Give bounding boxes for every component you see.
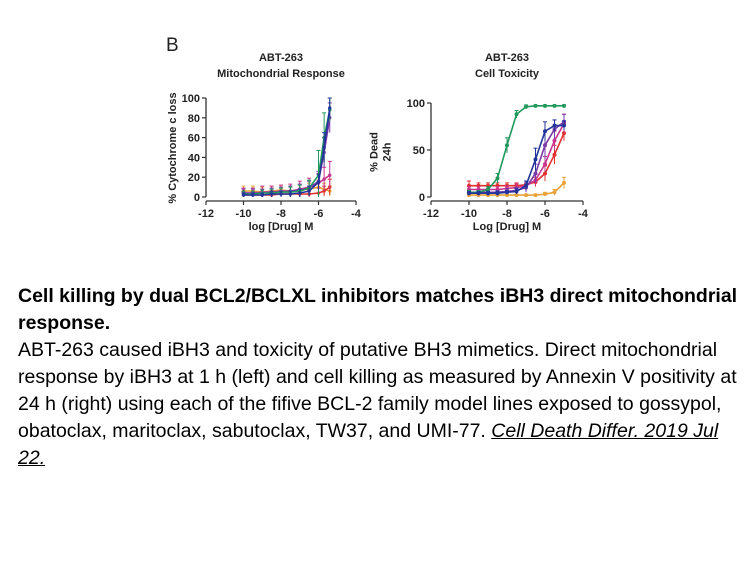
data-point [552,152,557,157]
data-point [495,176,500,181]
y-axis-label: % Dead [369,132,381,172]
data-point [241,193,246,197]
x-tick-label: -6 [314,208,324,220]
data-point [505,143,509,148]
data-point [533,171,538,176]
data-point [543,103,547,108]
y-tick-label: 0 [194,192,200,204]
figure-charts: ABT-263 Mitochondrial Response 0 20 40 60 80 10… [167,52,589,233]
series-6 [241,97,332,197]
series-line [243,117,331,194]
data-point [505,193,509,198]
y-tick-label: 80 [188,113,200,125]
chart-1: ABT-263 Mitochondrial Response 0 20 40 60 80 10… [167,52,362,233]
x-axis-label: log [Drug] M [249,221,314,233]
data-point [562,103,566,108]
data-point [543,143,547,148]
y-axis-label: 24h [382,142,394,161]
data-point [514,193,519,198]
panel-letter: B [166,35,179,56]
series-4 [467,113,566,195]
series-line [469,105,564,194]
caption-heading: Cell killing by dual BCL2/BCLXL inhibito… [18,285,738,334]
data-point [552,103,557,108]
series-line [469,132,565,187]
data-point [328,173,332,177]
data-point [514,189,519,194]
series-3 [467,113,566,193]
y-tick-label: 100 [182,93,200,105]
data-point [524,193,528,198]
data-point [533,157,538,162]
y-tick-label: 60 [188,133,200,145]
y-axis-label: % Cytochrome c loss [167,92,179,203]
data-point [505,190,509,195]
x-tick-label: -6 [540,208,550,220]
data-point [524,183,528,188]
data-point [486,191,490,196]
x-tick-label: -10 [236,208,252,220]
chart-2: ABT-263 Cell Toxicity 0 50 100 -12 -10 -8 -6 -4 Lo… [369,52,589,233]
citation-link[interactable]: Cell Death Differ. 2019 Jul 22. [18,420,719,469]
data-point [322,177,326,181]
data-point [514,112,519,117]
data-point [269,192,274,196]
data-point [495,191,500,196]
y-tick-label: 40 [188,152,200,164]
x-tick-label: -8 [276,208,286,220]
data-point [543,192,547,197]
x-tick-label: -12 [198,208,214,220]
y-tick-label: 50 [413,145,425,157]
caption-body: ABT-263 caused iBH3 and toxicity of puta… [18,339,737,442]
x-tick-label: -8 [502,208,512,220]
data-point [251,193,255,197]
series-6 [467,119,566,196]
data-point [543,162,547,167]
chart-title-line: Mitochondrial Response [217,68,345,80]
data-point [533,193,538,198]
x-tick-label: -10 [461,208,477,220]
data-point [543,171,547,176]
x-tick-label: -4 [351,208,362,220]
y-tick-label: 20 [188,172,200,184]
data-point [467,191,471,196]
series-line [469,123,565,191]
data-point [316,180,321,184]
data-point [533,103,538,108]
figure-caption: Cell killing by dual BCL2/BCLXL inhibito… [18,283,748,472]
data-point [552,190,557,195]
series-1 [467,176,566,198]
data-point [288,192,293,196]
chart-title-line: ABT-263 [259,52,303,64]
chart-title-line: Cell Toxicity [475,68,540,80]
data-point [322,145,326,150]
x-tick-label: -12 [423,208,439,220]
chart-title-line: ABT-263 [485,52,529,64]
data-point [562,123,566,128]
data-point [552,138,557,143]
y-tick-label: 0 [419,192,425,204]
data-point [279,192,283,196]
x-axis-label: Log [Drug] M [473,221,541,233]
data-point [486,187,490,192]
data-point [476,191,481,196]
data-point [260,193,264,197]
y-tick-label: 100 [407,98,425,110]
data-point [328,106,332,110]
data-point [307,189,311,193]
data-point [298,191,302,195]
data-point [524,104,528,109]
series-5 [467,103,566,195]
data-point [543,129,547,134]
data-point [562,180,566,185]
data-point [552,123,557,128]
series-line [469,121,565,194]
x-tick-label: -4 [578,208,589,220]
